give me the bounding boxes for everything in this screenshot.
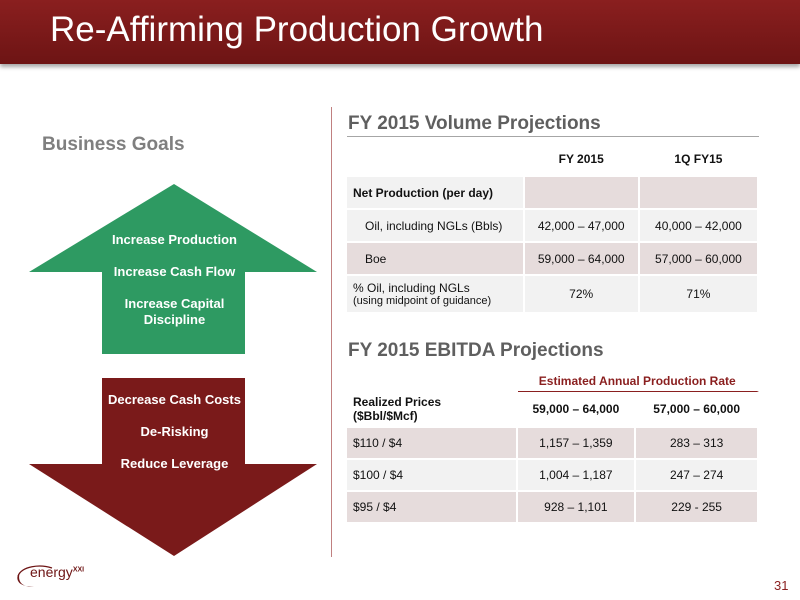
goal-increase-cash-flow: Increase Cash Flow xyxy=(113,264,236,279)
price-cell: $95 / $4 xyxy=(347,492,518,524)
pct-oil-label-cell: % Oil, including NGLs (using midpoint of… xyxy=(347,276,525,314)
table-cell: 57,000 – 60,000 xyxy=(639,243,759,276)
page-number: 31 xyxy=(774,578,789,593)
table-cell: 40,000 – 42,000 xyxy=(639,210,759,243)
col-header-rate-1: 59,000 – 64,000 xyxy=(517,392,637,428)
empty-cell xyxy=(524,177,640,210)
logo-superscript: XXI xyxy=(72,566,85,574)
volume-title-rule xyxy=(347,136,759,137)
table-cell: 59,000 – 64,000 xyxy=(524,243,640,276)
business-goals-title: Business Goals xyxy=(42,134,185,155)
col-header-1qfy15: 1Q FY15 xyxy=(639,142,759,177)
net-production-label: Net Production (per day) xyxy=(347,177,525,210)
table-row: Boe 59,000 – 64,000 57,000 – 60,000 xyxy=(347,243,759,276)
header-blank-cell xyxy=(347,370,518,392)
down-arrow-labels: Decrease Cash Costs De-Risking Reduce Le… xyxy=(97,392,252,472)
table-row: $110 / $4 1,157 – 1,359 283 – 313 xyxy=(347,428,759,460)
pct-oil-label: % Oil, including NGLs xyxy=(353,281,470,295)
logo-text: energy xyxy=(30,564,73,580)
down-arrow-icon xyxy=(29,378,317,556)
estimated-rate-header: Estimated Annual Production Rate xyxy=(517,370,759,392)
up-arrow-icon xyxy=(29,184,317,354)
volume-projections-title: FY 2015 Volume Projections xyxy=(348,113,601,134)
table-cell: 1,004 – 1,187 xyxy=(517,460,637,492)
group-header-row: Estimated Annual Production Rate xyxy=(347,370,759,392)
table-row: Oil, including NGLs (Bbls) 42,000 – 47,0… xyxy=(347,210,759,243)
price-cell: $110 / $4 xyxy=(347,428,518,460)
col-header-fy2015: FY 2015 xyxy=(524,142,640,177)
realized-prices-units: ($Bbl/$Mcf) xyxy=(353,409,418,423)
vertical-divider xyxy=(331,107,332,557)
table-row: % Oil, including NGLs (using midpoint of… xyxy=(347,276,759,314)
price-cell: $100 / $4 xyxy=(347,460,518,492)
table-row: $95 / $4 928 – 1,101 229 - 255 xyxy=(347,492,759,524)
title-bar: Re-Affirming Production Growth xyxy=(0,0,800,64)
realized-prices-header: Realized Prices ($Bbl/$Mcf) xyxy=(347,392,518,428)
up-arrow-labels: Increase Production Increase Cash Flow I… xyxy=(102,232,247,328)
goal-increase-production: Increase Production xyxy=(112,232,237,247)
table-row: $100 / $4 1,004 – 1,187 247 – 274 xyxy=(347,460,759,492)
pct-oil-sublabel: (using midpoint of guidance) xyxy=(353,295,492,307)
table-row: Net Production (per day) xyxy=(347,177,759,210)
energy-xxi-logo-icon xyxy=(17,565,53,587)
table-cell: 928 – 1,101 xyxy=(517,492,637,524)
table-header-row: Realized Prices ($Bbl/$Mcf) 59,000 – 64,… xyxy=(347,392,759,428)
table-cell: 247 – 274 xyxy=(636,460,759,492)
row-label: Boe xyxy=(347,243,525,276)
table-cell: 1,157 – 1,359 xyxy=(517,428,637,460)
goal-decrease-cash-costs: Decrease Cash Costs xyxy=(108,392,241,407)
slide-title: Re-Affirming Production Growth xyxy=(50,10,544,49)
goal-reduce-leverage: Reduce Leverage xyxy=(120,456,229,471)
table-cell: 71% xyxy=(639,276,759,314)
table-cell: 42,000 – 47,000 xyxy=(524,210,640,243)
row-label: Oil, including NGLs (Bbls) xyxy=(347,210,525,243)
table-cell: 229 - 255 xyxy=(636,492,759,524)
table-cell: 72% xyxy=(524,276,640,314)
col-header-rate-2: 57,000 – 60,000 xyxy=(636,392,759,428)
ebitda-projections-table: Estimated Annual Production Rate Realize… xyxy=(347,370,759,524)
volume-projections-table: FY 2015 1Q FY15 Net Production (per day)… xyxy=(347,142,759,314)
logo-wordmark: energyXXI xyxy=(30,564,84,580)
ebitda-projections-title: FY 2015 EBITDA Projections xyxy=(348,340,604,361)
goal-discipline: Discipline xyxy=(143,312,206,327)
goal-de-risking: De-Risking xyxy=(140,424,209,439)
empty-cell xyxy=(639,177,759,210)
table-header-row: FY 2015 1Q FY15 xyxy=(347,142,759,177)
header-blank-cell xyxy=(347,142,525,177)
goal-increase-capital: Increase Capital xyxy=(124,296,225,311)
realized-prices-label: Realized Prices xyxy=(353,395,442,409)
table-cell: 283 – 313 xyxy=(636,428,759,460)
